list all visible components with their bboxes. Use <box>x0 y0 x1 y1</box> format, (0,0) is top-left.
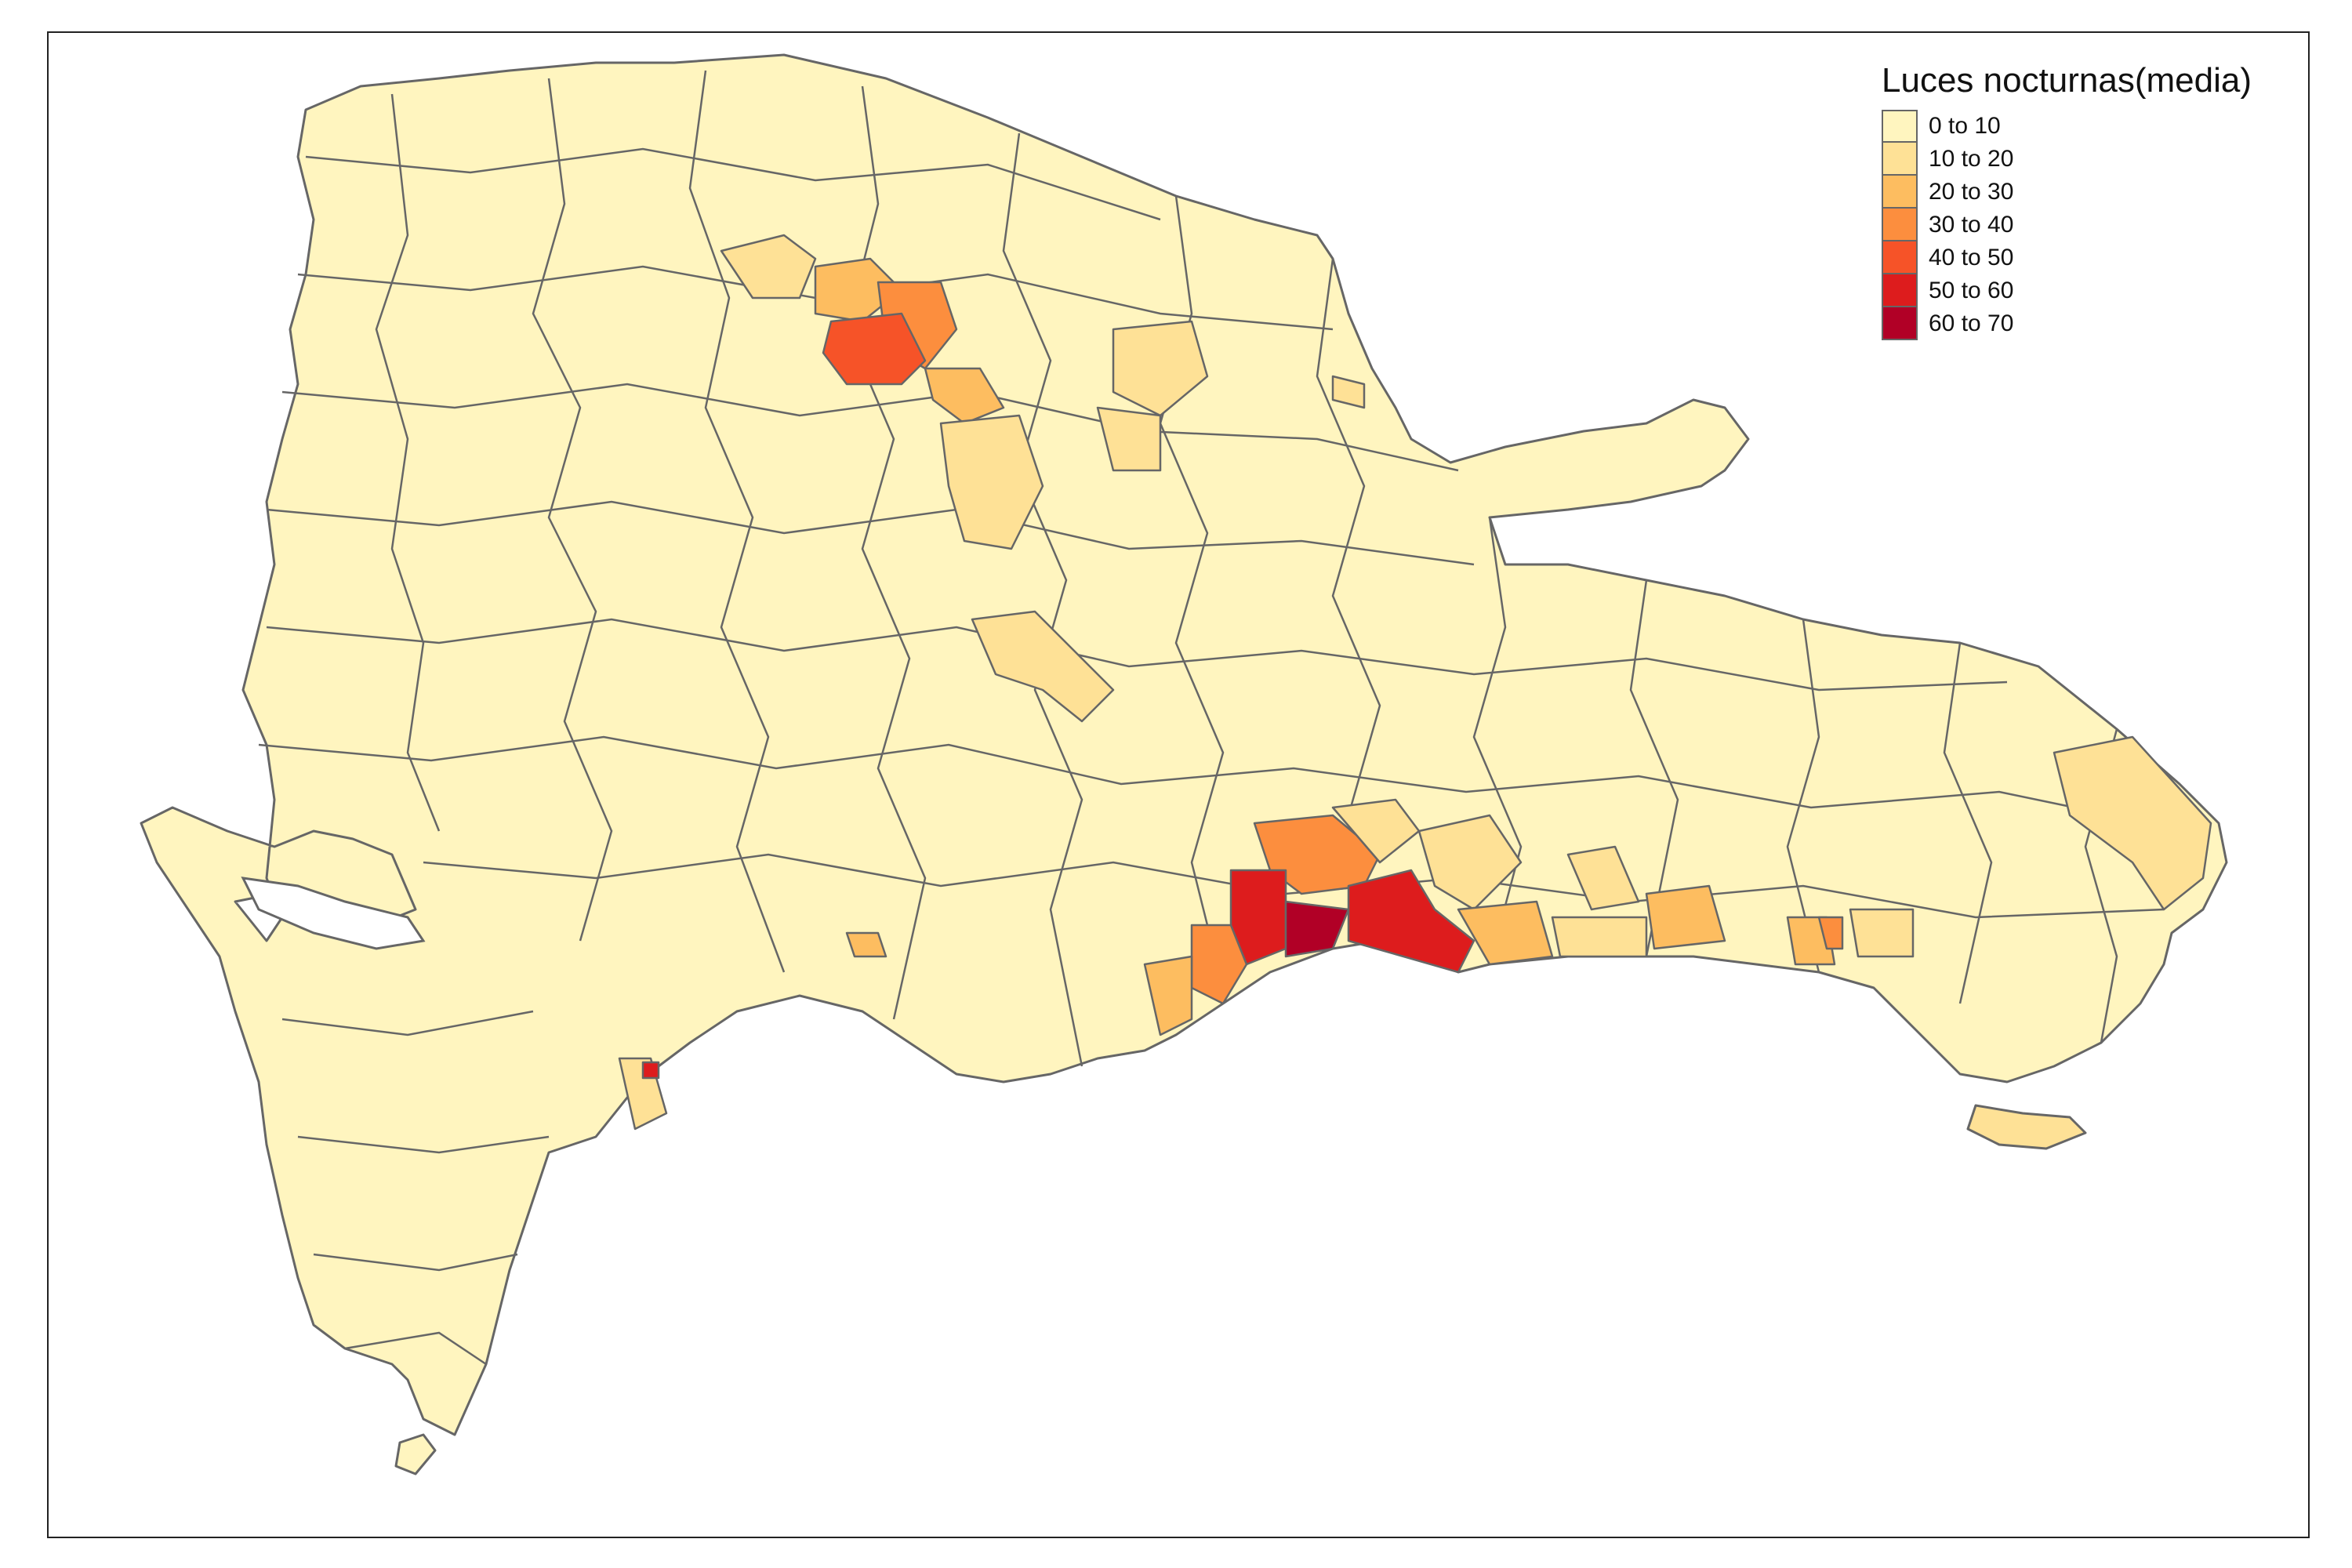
legend-row: 40 to 50 <box>1882 241 2252 274</box>
region-50-60 <box>641 1061 660 1080</box>
legend-label: 60 to 70 <box>1929 310 2014 336</box>
region-10-20 <box>720 234 817 299</box>
legend-swatch <box>1882 307 1918 340</box>
legend-swatch <box>1882 209 1918 241</box>
legend-swatch <box>1882 143 1918 176</box>
legend-label: 40 to 50 <box>1929 245 2014 270</box>
region-10-20 <box>1566 845 1640 911</box>
region-50-60 <box>1347 869 1475 974</box>
region-10-20 <box>1096 406 1162 472</box>
region-40-50 <box>822 312 927 386</box>
region-20-30 <box>845 931 887 958</box>
region-10-20 <box>1849 908 1915 958</box>
legend-row: 10 to 20 <box>1882 143 2252 176</box>
legend-swatch <box>1882 110 1918 143</box>
legend-label: 20 to 30 <box>1929 179 2014 205</box>
region-60-70 <box>1284 900 1350 958</box>
beata-island <box>394 1433 437 1475</box>
region-10-20 <box>1551 916 1648 958</box>
region-30-40 <box>1817 916 1844 950</box>
saona-island <box>1966 1104 2087 1150</box>
legend-swatch <box>1882 241 1918 274</box>
region-10-20 <box>2053 735 2212 911</box>
region-10-20 <box>1417 814 1523 911</box>
choropleth-classes <box>618 234 2212 1131</box>
municipal-boundaries <box>258 70 2188 1366</box>
country-landmass <box>140 53 2228 1475</box>
legend-swatch <box>1882 176 1918 209</box>
legend-label: 30 to 40 <box>1929 212 2014 238</box>
map-frame <box>47 31 2310 1538</box>
region-10-20 <box>939 414 1044 550</box>
legend-row: 0 to 10 <box>1882 110 2252 143</box>
legend-label: 50 to 60 <box>1929 278 2014 303</box>
region-50-60 <box>1229 869 1287 966</box>
legend-label: 0 to 10 <box>1929 113 2001 139</box>
region-10-20 <box>1112 320 1209 417</box>
map-legend: Luces nocturnas(media) 0 to 10 10 to 20 20… <box>1882 61 2252 340</box>
legend-swatch <box>1882 274 1918 307</box>
lake-enriquillo <box>241 877 426 950</box>
region-20-30 <box>924 367 1005 425</box>
legend-row: 50 to 60 <box>1882 274 2252 307</box>
region-10-20 <box>1331 375 1366 409</box>
legend-row: 20 to 30 <box>1882 176 2252 209</box>
island-outline <box>140 53 2228 1436</box>
legend-row: 60 to 70 <box>1882 307 2252 340</box>
legend-label: 10 to 20 <box>1929 146 2014 172</box>
legend-row: 30 to 40 <box>1882 209 2252 241</box>
legend-rows: 0 to 10 10 to 20 20 to 30 30 to 40 40 to 50 5… <box>1882 110 2252 340</box>
legend-title: Luces nocturnas(media) <box>1882 61 2252 100</box>
region-20-30 <box>1143 955 1193 1036</box>
region-20-30 <box>1645 884 1726 950</box>
region-20-30 <box>1457 900 1554 966</box>
region-10-20 <box>971 610 1115 723</box>
